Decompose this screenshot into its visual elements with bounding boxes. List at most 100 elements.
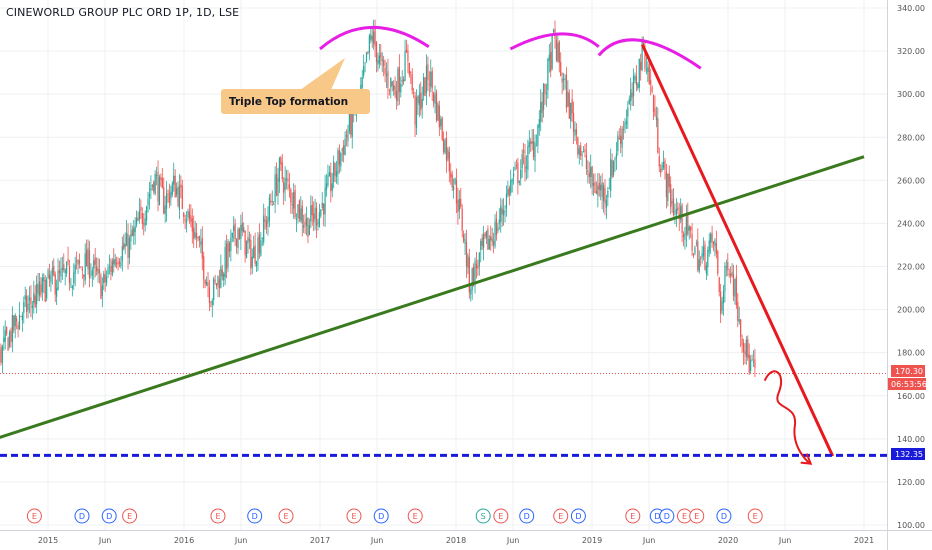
candle-body xyxy=(63,264,65,271)
event-marker-circle xyxy=(519,508,535,524)
candle-body xyxy=(303,225,305,228)
candle-body xyxy=(632,76,635,97)
candle-body xyxy=(731,271,733,276)
event-marker-E[interactable]: E xyxy=(493,508,509,524)
descending-trendline[interactable] xyxy=(640,43,835,457)
candle-body xyxy=(545,92,548,95)
top-arc[interactable] xyxy=(319,25,430,51)
top-arc[interactable] xyxy=(597,38,702,70)
candle-body xyxy=(154,173,156,194)
candle-body xyxy=(368,35,370,53)
candle-body xyxy=(315,207,318,226)
candle-body xyxy=(490,236,492,241)
candle-body xyxy=(124,244,126,247)
candle-body xyxy=(91,270,93,276)
candle-body xyxy=(23,302,25,313)
candle-body xyxy=(185,220,188,223)
candle-body xyxy=(483,234,485,248)
candle-body xyxy=(343,145,345,155)
candle-body xyxy=(664,160,666,170)
event-marker-D[interactable]: D xyxy=(74,508,90,524)
candle-body xyxy=(363,66,365,76)
candle-body xyxy=(443,139,445,153)
top-arc[interactable] xyxy=(509,32,600,51)
event-marker-D[interactable]: D xyxy=(519,508,535,524)
event-marker-E[interactable]: E xyxy=(346,508,362,524)
event-marker-D[interactable]: D xyxy=(659,508,675,524)
candle-body xyxy=(334,163,336,176)
candle-body xyxy=(607,190,609,198)
candle-body xyxy=(111,260,113,275)
candle-body xyxy=(96,266,98,272)
candle-body xyxy=(68,266,71,284)
candle-body xyxy=(383,60,385,66)
candle-body xyxy=(100,275,102,299)
candle-body xyxy=(151,184,153,187)
candle-body xyxy=(408,62,410,75)
event-marker-E[interactable]: E xyxy=(553,508,569,524)
candle-body xyxy=(268,197,271,221)
event-marker-D[interactable]: D xyxy=(247,508,263,524)
candle-body xyxy=(708,240,710,252)
candle-body xyxy=(0,347,2,363)
candle-body xyxy=(463,234,465,241)
candle-body xyxy=(418,94,420,105)
triple-top-callout[interactable]: Triple Top formation xyxy=(221,58,370,114)
candle-body xyxy=(403,79,405,82)
candle-body xyxy=(217,275,219,286)
candle-body xyxy=(737,302,739,321)
candle-body xyxy=(473,266,475,287)
price-axis[interactable]: 100.00 120.00 140.00 160.00 180.00 200.00 220.… xyxy=(897,4,925,530)
candle-body xyxy=(194,232,196,238)
event-marker-E[interactable]: E xyxy=(747,508,763,524)
candle-body xyxy=(86,249,88,267)
candle-body xyxy=(83,274,85,277)
candle-body xyxy=(638,58,640,88)
time-axis[interactable]: 2015 Jun 2016 Jun 2017 Jun 2018 Jun 2019 Jun 2020 J… xyxy=(38,536,874,545)
last-price-box xyxy=(891,365,925,377)
candle-body xyxy=(298,200,300,219)
event-marker-S[interactable]: S xyxy=(475,508,491,524)
event-marker-D[interactable]: D xyxy=(570,508,586,524)
event-marker-label: E xyxy=(127,512,132,521)
event-marker-E[interactable]: E xyxy=(210,508,226,524)
candle-body xyxy=(233,225,235,232)
candle-body xyxy=(195,232,198,239)
candle-body xyxy=(631,92,633,98)
candle-body xyxy=(394,85,396,96)
candle-body xyxy=(318,212,320,227)
event-marker-E[interactable]: E xyxy=(122,508,138,524)
event-marker-D[interactable]: D xyxy=(716,508,732,524)
candle-body xyxy=(141,212,143,224)
candle-body xyxy=(694,247,696,254)
candle-body xyxy=(330,172,332,192)
candle-body xyxy=(174,175,176,198)
candle-body xyxy=(200,241,202,245)
candle-body xyxy=(592,182,595,186)
event-marker-E[interactable]: E xyxy=(278,508,294,524)
ascending-trendline[interactable] xyxy=(0,155,865,460)
candle-body xyxy=(54,274,56,295)
event-marker-label: D xyxy=(252,512,258,521)
event-marker-label: D xyxy=(664,512,670,521)
candle-body xyxy=(3,337,5,343)
candle-body xyxy=(380,52,382,58)
candle-body xyxy=(244,230,246,256)
candle-body xyxy=(722,290,725,304)
event-marker-E[interactable]: E xyxy=(407,508,423,524)
event-marker-E[interactable]: E xyxy=(26,508,42,524)
event-marker-E[interactable]: E xyxy=(625,508,641,524)
event-marker-D[interactable]: D xyxy=(373,508,389,524)
candle-body xyxy=(155,175,158,176)
candle-body xyxy=(532,141,535,158)
candle-body xyxy=(471,267,473,290)
chart-title: CINEWORLD GROUP PLC ORD 1P, 1D, LSE xyxy=(6,6,240,19)
event-marker-D[interactable]: D xyxy=(101,508,117,524)
candle-body xyxy=(528,141,530,148)
candle-body xyxy=(698,259,700,272)
candle-body xyxy=(13,315,15,331)
event-marker-E[interactable]: E xyxy=(689,508,705,524)
event-markers[interactable]: DEDDEEDEEDESEDEDEDDEEDE xyxy=(0,508,763,524)
